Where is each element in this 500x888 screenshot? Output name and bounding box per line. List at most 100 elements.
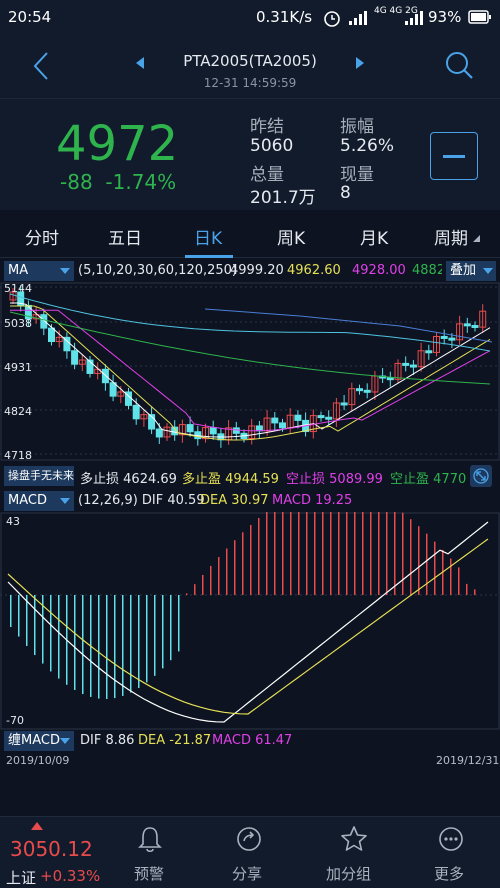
macd-display: MACD 19.25 <box>272 493 352 508</box>
dif-line <box>7 521 489 723</box>
status-time: 20:54 <box>8 8 52 26</box>
tab-five-day[interactable]: 五日 <box>108 229 142 249</box>
amplitude-label: 振幅 <box>340 117 374 137</box>
chevron-down-icon <box>60 498 70 504</box>
long-stop-loss-value: 4624.69 <box>123 472 177 487</box>
macd-chart[interactable]: 43 -70 <box>0 512 500 730</box>
macd-bar <box>418 526 420 595</box>
macd-bar <box>234 540 236 595</box>
index-price[interactable]: 3050.12 <box>10 837 93 861</box>
macd-indicator-bar: MACD (12,26,9) DIF 40.59 DEA 30.97 MACD … <box>0 490 500 512</box>
chan-dif: DIF 8.86 <box>80 733 134 748</box>
macd-bar <box>266 512 268 595</box>
macd-bar <box>162 595 164 669</box>
ma-indicator-bar: MA (5,10,20,30,60,120,250) 4999.20 4962.… <box>0 260 500 282</box>
tab-daily-k[interactable]: 日K <box>194 229 223 249</box>
chan-macd-select[interactable]: 缠MACD <box>4 731 74 751</box>
candle-body <box>71 350 79 365</box>
macd-bar <box>178 595 180 652</box>
candle-body <box>86 359 94 374</box>
candle-body <box>24 304 32 320</box>
macd-bar <box>138 595 140 689</box>
remove-watchlist-button[interactable] <box>430 132 478 180</box>
candle-body <box>155 428 163 438</box>
index-up-arrow-icon <box>31 822 43 830</box>
candle-body <box>479 310 487 328</box>
overlay-select[interactable]: 叠加 <box>446 261 496 281</box>
long-take-profit-label: 多止盈 <box>182 472 222 487</box>
period-tabs: 分时 五日 日K 周K 月K 周期 <box>0 214 500 258</box>
chart-border <box>0 282 500 461</box>
macd-bar <box>282 512 284 595</box>
macd-bar <box>122 595 124 696</box>
macd-bar <box>474 589 476 595</box>
ma20-line <box>10 309 491 432</box>
alert-label: 预警 <box>134 865 165 883</box>
short-take-profit-label: 空止盈 <box>390 472 430 487</box>
overlay-label: 叠加 <box>450 263 477 278</box>
macd-bar <box>154 595 156 676</box>
back-icon[interactable] <box>30 50 52 82</box>
ma60-line <box>9 293 491 352</box>
tab-intraday[interactable]: 分时 <box>25 229 59 249</box>
macd-select[interactable]: MACD <box>4 491 74 511</box>
short-stop-loss: 空止损 5089.99 <box>286 468 383 487</box>
ma-select[interactable]: MA <box>4 261 74 281</box>
candle-body <box>271 417 279 424</box>
macd-params: (12,26,9) DIF 40.59 <box>78 493 205 508</box>
macd-label: MACD <box>272 493 311 508</box>
macd-bar <box>10 595 12 627</box>
change-percent: -1.74% <box>105 170 177 194</box>
more-button[interactable]: 更多 <box>420 821 480 887</box>
price-axis: 5144 5038 4931 4824 4718 <box>4 282 32 462</box>
candle-body <box>456 323 464 341</box>
short-take-profit: 空止盈 4770 <box>390 468 466 487</box>
candle-body <box>255 425 263 432</box>
search-icon[interactable] <box>444 50 474 82</box>
tab-monthly-k[interactable]: 月K <box>360 229 389 249</box>
alert-button[interactable]: 预警 <box>120 821 180 887</box>
tab-weekly-k[interactable]: 周K <box>277 229 306 249</box>
candlestick-chart[interactable]: 5144 5038 4931 4824 4718 <box>0 282 500 462</box>
dea-line <box>7 538 489 715</box>
signal-icon-2 <box>405 11 423 25</box>
macd-bar <box>290 512 292 595</box>
battery-level: 93% <box>428 8 462 26</box>
add-group-button[interactable]: 加分组 <box>320 821 390 887</box>
change-value: -88 <box>60 170 93 194</box>
candle-body <box>325 416 333 420</box>
last-price: 4972 <box>56 116 179 172</box>
prev-contract-icon[interactable] <box>134 56 146 70</box>
expand-button[interactable] <box>470 465 492 487</box>
chevron-down-icon <box>60 738 70 744</box>
ma10-value: 4962.60 <box>287 263 341 278</box>
current-volume-value: 8 <box>340 183 351 203</box>
macd-bar <box>170 595 172 661</box>
more-icon <box>439 827 463 851</box>
macd-bar <box>186 593 188 595</box>
short-take-profit-value: 4770 <box>433 472 466 487</box>
amplitude-value: 5.26% <box>340 136 395 156</box>
candle-body <box>78 359 86 365</box>
battery-icon <box>468 10 491 24</box>
tab-period[interactable]: 周期 <box>434 229 468 249</box>
volume-value: 201.7万 <box>250 188 316 208</box>
macd-bar <box>298 512 300 595</box>
signal-icon <box>349 11 367 25</box>
next-contract-icon[interactable] <box>354 56 366 70</box>
macd-bar <box>370 512 372 595</box>
strategy-select[interactable]: 操盘手无未来 <box>4 466 74 486</box>
expand-icon <box>473 468 489 484</box>
candle-body <box>448 337 456 341</box>
candle-body <box>417 350 425 368</box>
long-stop-loss-label: 多止损 <box>80 472 120 487</box>
chart-grid <box>0 282 500 461</box>
macd-bar <box>130 595 132 693</box>
share-button[interactable]: 分享 <box>218 821 278 887</box>
dea-label: DEA <box>200 493 228 508</box>
candle-body <box>363 389 371 393</box>
price-tick: 5144 <box>4 282 32 295</box>
price-change: -88 -1.74% <box>60 170 176 194</box>
prev-settle-label: 昨结 <box>250 117 284 137</box>
candle-body <box>440 335 448 339</box>
